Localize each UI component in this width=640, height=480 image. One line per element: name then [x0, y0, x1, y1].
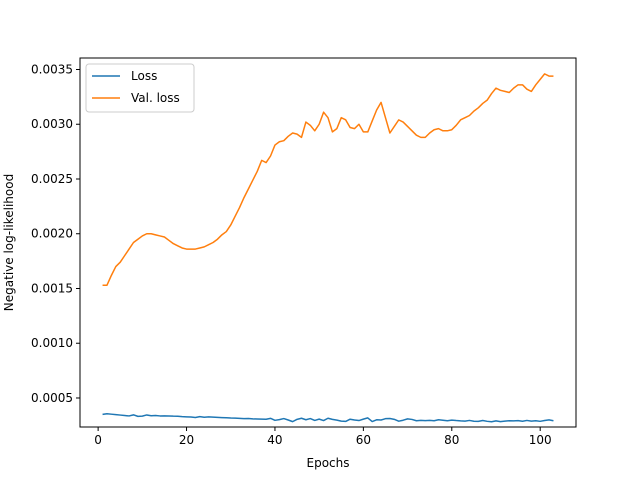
x-tick-label: 60 — [356, 433, 371, 447]
legend: Loss Val. loss — [85, 63, 195, 113]
series-line-val-loss — [102, 73, 554, 286]
y-axis-label: Negative log-likelihood — [2, 174, 16, 311]
x-tick-label: 100 — [529, 433, 552, 447]
x-tick-label: 20 — [179, 433, 194, 447]
y-tick-label: 0.0015 — [31, 281, 73, 295]
axis-ticks: 0 20 40 60 80 100 0.0005 0.0010 0.0015 0.0020 0.00… — [31, 62, 552, 447]
y-tick-label: 0.0035 — [31, 62, 73, 76]
legend-label-val-loss: Val. loss — [131, 91, 180, 105]
x-tick-label: 80 — [444, 433, 459, 447]
y-tick-label: 0.0025 — [31, 172, 73, 186]
plot-area — [102, 73, 554, 423]
y-tick-label: 0.0005 — [31, 391, 73, 405]
y-tick-label: 0.0020 — [31, 227, 73, 241]
axes-frame — [79, 57, 577, 428]
x-tick-label: 0 — [94, 433, 102, 447]
y-tick-label: 0.0030 — [31, 117, 73, 131]
series-line-loss — [102, 413, 554, 423]
x-axis-label: Epochs — [307, 456, 350, 470]
legend-label-loss: Loss — [131, 69, 157, 83]
x-tick-label: 40 — [267, 433, 282, 447]
y-tick-label: 0.0010 — [31, 336, 73, 350]
